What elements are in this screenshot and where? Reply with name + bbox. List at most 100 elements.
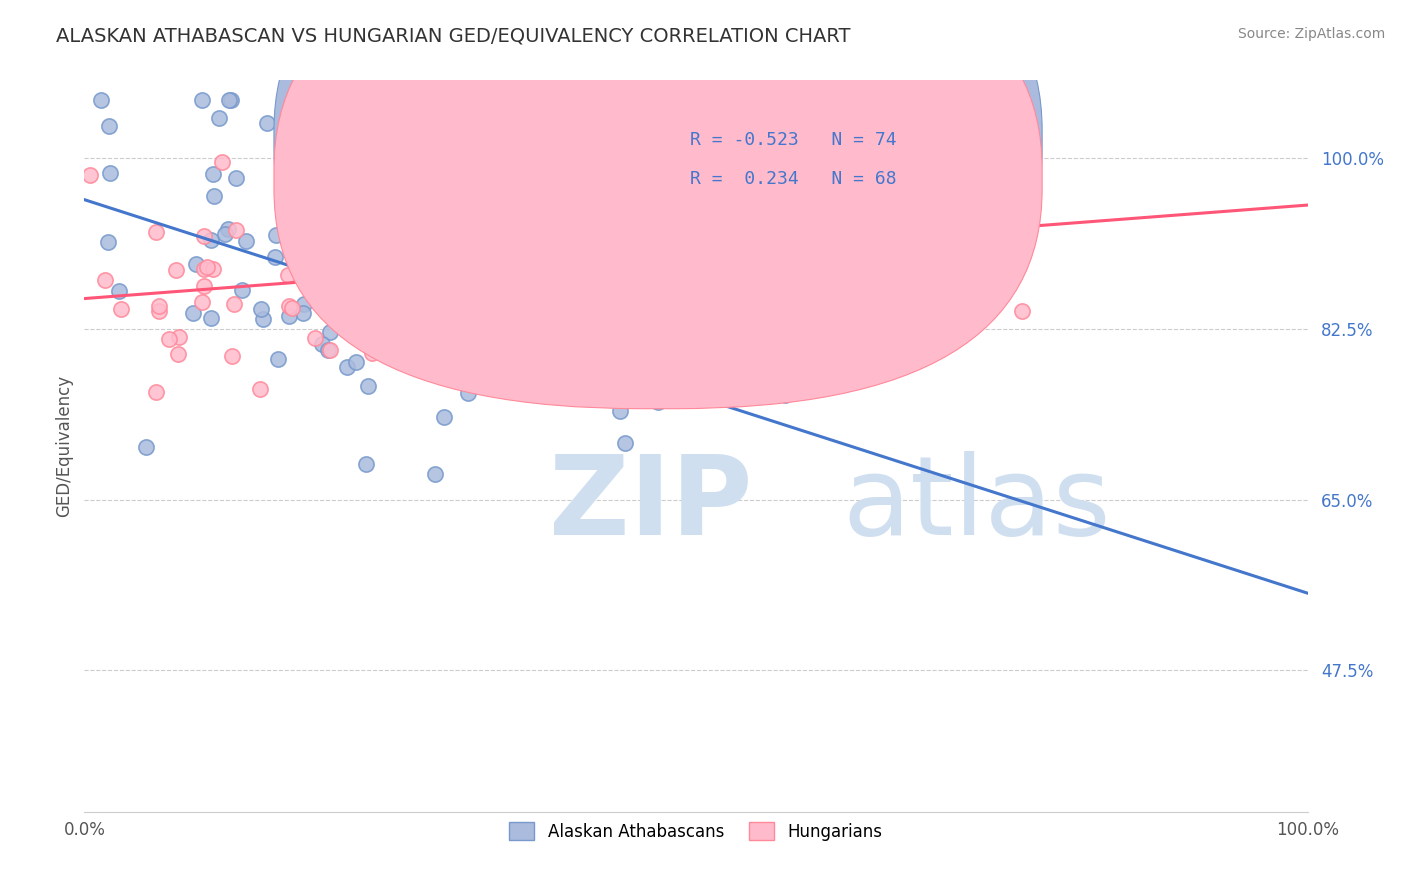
Point: [225, 171, 247, 186]
Point: [193, 278, 215, 293]
Point: [880, 186, 903, 200]
Point: [411, 296, 433, 310]
Point: [901, 227, 924, 242]
Point: [339, 202, 361, 216]
Point: [184, 257, 207, 271]
Text: atlas: atlas: [842, 451, 1111, 558]
Point: [201, 261, 224, 276]
Point: [311, 337, 333, 351]
Point: [235, 235, 257, 249]
Point: [385, 339, 408, 353]
Point: [304, 331, 326, 345]
Point: [167, 329, 190, 343]
Point: [373, 292, 395, 306]
Point: [402, 210, 425, 224]
Point: [423, 467, 446, 482]
Point: [190, 294, 212, 309]
Point: [264, 250, 287, 264]
Point: [1011, 304, 1033, 318]
Point: [90, 93, 112, 107]
Point: [264, 228, 287, 243]
Point: [394, 270, 416, 285]
Point: [94, 273, 117, 287]
Point: [202, 189, 225, 203]
Point: [426, 347, 449, 361]
Point: [165, 263, 187, 277]
Point: [472, 238, 495, 252]
Point: [564, 285, 586, 300]
Text: R =  0.234   N = 68: R = 0.234 N = 68: [690, 170, 897, 188]
Point: [190, 93, 212, 107]
Point: [79, 169, 101, 183]
Point: [405, 252, 427, 267]
Point: [249, 382, 271, 396]
Point: [382, 261, 405, 276]
Point: [586, 216, 609, 230]
Point: [344, 355, 367, 369]
Point: [214, 227, 236, 241]
Point: [799, 306, 821, 320]
Point: [225, 222, 247, 236]
Point: [97, 235, 120, 249]
Point: [817, 186, 839, 200]
Point: [337, 293, 360, 307]
Point: [224, 296, 246, 310]
Point: [277, 268, 299, 283]
Point: [349, 230, 371, 244]
Point: [145, 225, 167, 239]
Point: [406, 289, 429, 303]
Point: [148, 303, 170, 318]
Point: [281, 301, 304, 316]
Point: [319, 343, 342, 357]
Point: [356, 379, 378, 393]
Point: [219, 93, 242, 107]
Point: [98, 166, 121, 180]
Point: [277, 309, 299, 323]
Point: [97, 119, 120, 133]
Y-axis label: GED/Equivalency: GED/Equivalency: [55, 375, 73, 517]
Point: [311, 277, 333, 292]
Point: [531, 337, 554, 351]
Point: [292, 305, 315, 319]
Point: [457, 385, 479, 400]
Point: [658, 343, 681, 357]
Point: [626, 310, 648, 324]
Point: [533, 195, 555, 210]
Point: [231, 283, 253, 297]
Point: [460, 366, 482, 380]
Point: [157, 332, 180, 346]
Point: [553, 173, 575, 187]
Point: [221, 349, 243, 363]
Point: [533, 175, 555, 189]
Point: [498, 331, 520, 345]
Point: [387, 298, 409, 312]
Point: [347, 306, 370, 320]
Point: [489, 330, 512, 344]
Point: [408, 346, 430, 360]
Point: [256, 116, 278, 130]
Point: [554, 334, 576, 349]
Point: [432, 160, 454, 174]
Point: [396, 337, 419, 351]
Point: [786, 191, 808, 205]
Point: [336, 198, 359, 212]
Point: [252, 312, 274, 326]
Point: [148, 299, 170, 313]
FancyBboxPatch shape: [274, 0, 1042, 409]
Point: [250, 302, 273, 317]
FancyBboxPatch shape: [274, 0, 1042, 370]
Point: [319, 189, 342, 203]
Point: [315, 237, 337, 252]
Point: [181, 306, 204, 320]
Point: [110, 302, 132, 317]
Point: [195, 260, 218, 274]
Point: [392, 152, 415, 166]
Point: [267, 352, 290, 367]
Point: [437, 343, 460, 358]
Point: [298, 210, 321, 224]
Point: [443, 312, 465, 326]
Point: [489, 311, 512, 326]
Text: R = -0.523   N = 74: R = -0.523 N = 74: [690, 131, 897, 149]
Point: [488, 333, 510, 347]
Point: [354, 457, 377, 471]
